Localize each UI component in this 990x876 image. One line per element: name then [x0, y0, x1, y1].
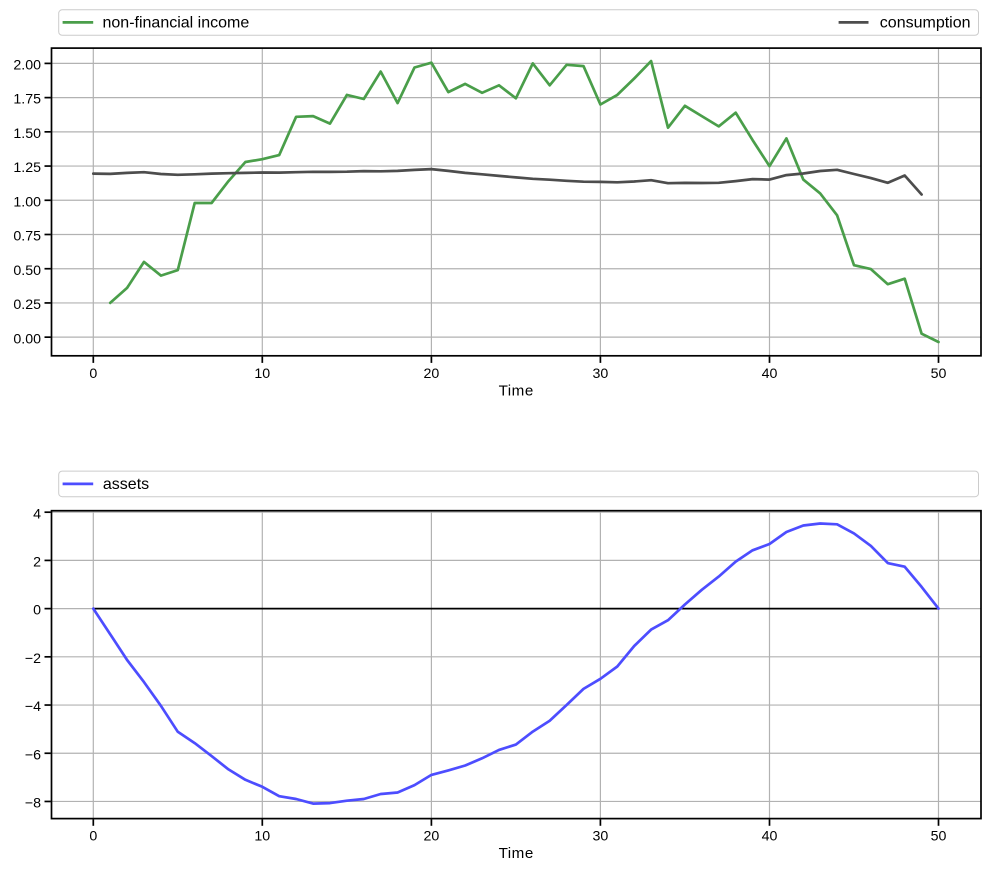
svg-text:10: 10 [254, 828, 270, 844]
svg-text:0.75: 0.75 [13, 229, 41, 245]
svg-text:0: 0 [33, 603, 41, 619]
svg-text:20: 20 [424, 828, 440, 844]
svg-text:50: 50 [931, 366, 947, 382]
svg-text:1.00: 1.00 [13, 194, 41, 210]
svg-text:1.75: 1.75 [13, 92, 41, 108]
svg-text:20: 20 [424, 366, 440, 382]
svg-text:1.25: 1.25 [13, 160, 41, 176]
svg-text:1.50: 1.50 [13, 126, 41, 142]
svg-text:−8: −8 [25, 796, 41, 812]
svg-text:30: 30 [593, 366, 609, 382]
svg-text:Time: Time [499, 383, 534, 400]
svg-text:2.00: 2.00 [13, 58, 41, 74]
svg-text:40: 40 [762, 828, 778, 844]
svg-text:0: 0 [89, 828, 97, 844]
svg-text:non-financial income: non-financial income [103, 15, 250, 32]
svg-text:0.50: 0.50 [13, 263, 41, 279]
svg-text:consumption: consumption [880, 15, 971, 32]
svg-text:4: 4 [33, 506, 41, 522]
svg-text:40: 40 [762, 366, 778, 382]
svg-text:−4: −4 [25, 699, 41, 715]
svg-text:50: 50 [931, 828, 947, 844]
svg-text:Time: Time [499, 845, 534, 862]
svg-text:−6: −6 [25, 747, 41, 763]
svg-text:2: 2 [33, 555, 41, 571]
svg-text:0.25: 0.25 [13, 297, 41, 313]
svg-text:30: 30 [593, 828, 609, 844]
svg-text:assets: assets [103, 476, 149, 493]
svg-text:10: 10 [254, 366, 270, 382]
svg-text:0.00: 0.00 [13, 331, 41, 347]
svg-text:−2: −2 [25, 651, 41, 667]
svg-text:0: 0 [89, 366, 97, 382]
